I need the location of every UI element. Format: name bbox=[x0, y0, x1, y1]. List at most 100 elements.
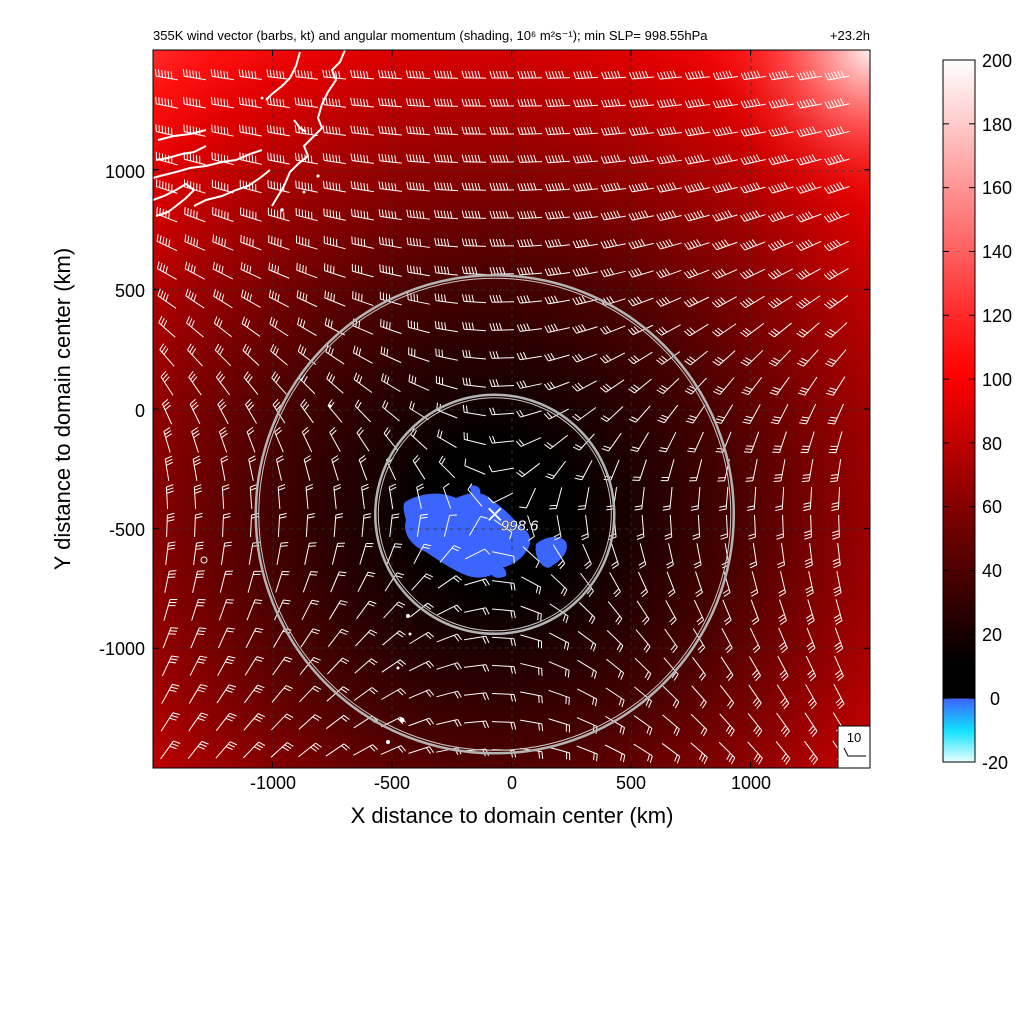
wind-barb bbox=[548, 746, 571, 761]
wind-barb bbox=[777, 656, 789, 682]
wind-barb bbox=[239, 179, 262, 194]
wind-barb bbox=[520, 691, 543, 704]
wind-barb bbox=[155, 151, 178, 166]
y-tick-label: 0 bbox=[135, 401, 145, 421]
wind-barb bbox=[829, 459, 842, 483]
wind-barb bbox=[464, 720, 490, 729]
wind-barb bbox=[747, 741, 763, 765]
wind-barb bbox=[572, 154, 598, 164]
wind-barb bbox=[322, 180, 346, 193]
wind-barb bbox=[825, 349, 847, 367]
wind-barb bbox=[437, 575, 462, 589]
wind-barb bbox=[241, 316, 261, 337]
wind-barb bbox=[722, 599, 732, 626]
wind-barb bbox=[664, 514, 673, 540]
wind-barb bbox=[690, 486, 701, 511]
wind-barb bbox=[805, 571, 814, 597]
wind-barb bbox=[684, 70, 710, 80]
wind-barb bbox=[824, 182, 850, 194]
wind-barb bbox=[156, 206, 178, 223]
wind-barb bbox=[489, 210, 515, 219]
radius-ring-1000km bbox=[254, 274, 736, 755]
wind-barb bbox=[627, 351, 653, 365]
wind-barb bbox=[599, 325, 626, 335]
wind-barb bbox=[683, 268, 710, 279]
wind-barb bbox=[488, 435, 514, 444]
wind-barb bbox=[491, 692, 517, 702]
wind-barb bbox=[436, 662, 462, 671]
wind-barb bbox=[461, 98, 487, 107]
wind-barb bbox=[544, 295, 570, 305]
wind-barb bbox=[636, 514, 645, 540]
wind-barb bbox=[739, 268, 766, 280]
wind-barb bbox=[628, 154, 654, 165]
x-tick-labels: -1000 -500 0 500 1000 bbox=[250, 773, 771, 793]
wind-barb bbox=[322, 153, 346, 165]
colorbar-fill bbox=[943, 60, 975, 762]
wind-barb bbox=[806, 627, 816, 654]
wind-barb bbox=[795, 211, 822, 223]
wind-barb bbox=[353, 687, 378, 701]
wind-barb bbox=[796, 322, 820, 338]
wind-barb bbox=[796, 154, 822, 166]
wind-barb bbox=[607, 601, 623, 625]
wind-barb bbox=[388, 483, 397, 509]
wind-barb bbox=[464, 635, 490, 644]
wind-barb bbox=[628, 268, 654, 278]
wind-barb bbox=[407, 292, 430, 305]
wind-barb bbox=[326, 686, 350, 702]
wind-barb bbox=[191, 427, 200, 453]
y-tick-label: 1000 bbox=[105, 162, 145, 182]
wind-barb bbox=[633, 743, 653, 763]
wind-barb bbox=[656, 126, 682, 137]
wind-barb bbox=[408, 746, 434, 754]
wind-barb bbox=[573, 70, 599, 80]
wind-barb bbox=[271, 685, 293, 703]
wind-barb bbox=[240, 289, 261, 308]
wind-barb bbox=[248, 455, 257, 481]
wind-barb bbox=[599, 352, 626, 364]
wind-barb bbox=[461, 294, 487, 304]
wind-barb bbox=[221, 484, 230, 510]
wind-barb bbox=[443, 514, 457, 537]
wind-barb bbox=[161, 398, 173, 425]
wind-barb bbox=[416, 513, 428, 537]
wind-barb bbox=[462, 404, 486, 417]
wind-barb bbox=[768, 126, 794, 137]
x-tick-label: 1000 bbox=[731, 773, 771, 793]
wind-barb bbox=[183, 179, 206, 194]
wind-barb bbox=[220, 541, 232, 565]
wind-barb bbox=[327, 628, 349, 648]
wind-barb bbox=[350, 208, 374, 221]
wind-barb bbox=[695, 571, 703, 597]
wind-barb bbox=[434, 265, 458, 276]
wind-barb bbox=[218, 599, 234, 621]
tick-marks bbox=[153, 50, 870, 768]
wind-barb bbox=[662, 714, 680, 736]
y-tick-label: -1000 bbox=[99, 639, 145, 659]
wind-barb bbox=[246, 599, 263, 621]
wind-barb bbox=[799, 403, 817, 425]
wind-barb bbox=[634, 487, 645, 511]
wind-barb bbox=[333, 513, 344, 538]
wind-barb bbox=[239, 152, 262, 165]
wind-barb bbox=[628, 98, 654, 108]
wind-barb bbox=[628, 210, 654, 221]
wind-barb bbox=[434, 293, 458, 304]
wind-barb bbox=[239, 124, 262, 137]
wind-barb bbox=[294, 125, 318, 137]
wind-barb bbox=[491, 664, 517, 674]
wind-barb bbox=[186, 316, 204, 338]
wind-barb bbox=[516, 323, 542, 332]
wind-barb bbox=[156, 234, 178, 252]
wind-barb bbox=[330, 571, 347, 593]
wind-barb bbox=[833, 684, 845, 710]
wind-barb bbox=[720, 656, 734, 682]
wind-barb bbox=[434, 320, 458, 333]
wind-barb bbox=[384, 572, 405, 592]
wind-barb bbox=[520, 662, 543, 676]
wind-barb bbox=[361, 513, 372, 538]
wind-barb bbox=[545, 154, 571, 164]
wind-barb bbox=[268, 235, 290, 251]
wind-barb bbox=[194, 512, 203, 538]
